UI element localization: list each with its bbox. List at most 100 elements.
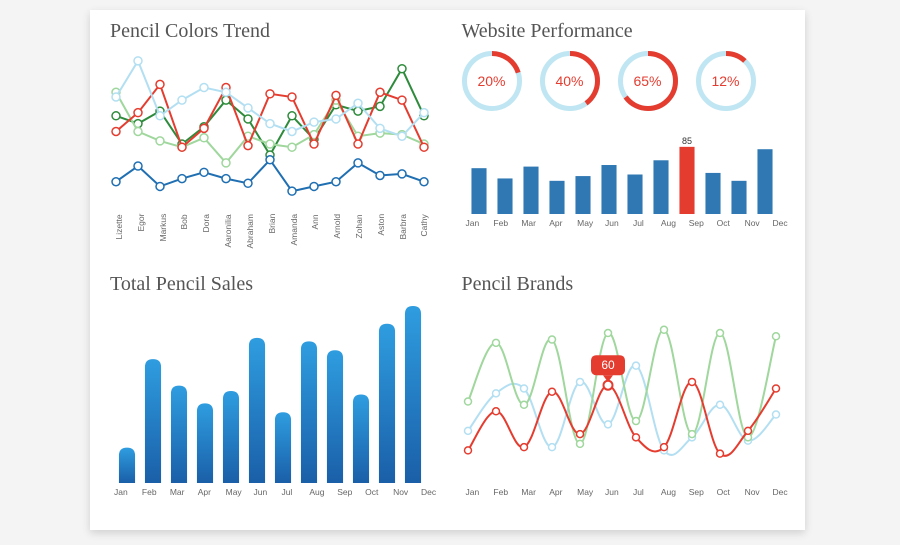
data-point[interactable] [420, 143, 428, 151]
data-point[interactable] [178, 175, 186, 183]
data-point[interactable] [398, 96, 406, 104]
data-point[interactable] [492, 339, 499, 346]
bar[interactable] [249, 338, 265, 483]
data-point[interactable] [354, 107, 362, 115]
donut-gauge[interactable]: 65% [618, 51, 678, 111]
data-point[interactable] [576, 440, 583, 447]
data-point[interactable] [548, 444, 555, 451]
data-point[interactable] [420, 109, 428, 117]
data-point[interactable] [548, 388, 555, 395]
bar[interactable] [197, 403, 213, 483]
data-point[interactable] [244, 142, 252, 150]
bar[interactable] [679, 147, 694, 214]
data-point[interactable] [772, 411, 779, 418]
data-point[interactable] [288, 112, 296, 120]
data-point[interactable] [288, 187, 296, 195]
data-point[interactable] [156, 137, 164, 145]
bar[interactable] [731, 181, 746, 214]
bar[interactable] [353, 395, 369, 484]
data-point[interactable] [244, 115, 252, 123]
data-point[interactable] [632, 418, 639, 425]
data-point[interactable] [464, 447, 471, 454]
data-point[interactable] [604, 421, 611, 428]
data-point[interactable] [266, 120, 274, 128]
bar[interactable] [627, 175, 642, 215]
data-point[interactable] [310, 182, 318, 190]
bar[interactable] [379, 324, 395, 483]
data-point[interactable] [112, 128, 120, 136]
data-point[interactable] [660, 444, 667, 451]
data-point[interactable] [134, 57, 142, 65]
data-point[interactable] [112, 112, 120, 120]
data-point[interactable] [464, 427, 471, 434]
bar[interactable] [705, 173, 720, 214]
bar[interactable] [275, 412, 291, 483]
data-point[interactable] [112, 93, 120, 101]
bar[interactable] [601, 165, 616, 214]
data-point[interactable] [332, 91, 340, 99]
bar[interactable] [405, 306, 421, 483]
data-point[interactable] [420, 178, 428, 186]
data-point[interactable] [660, 326, 667, 333]
data-point[interactable] [134, 128, 142, 136]
bar[interactable] [575, 176, 590, 214]
data-point[interactable] [288, 143, 296, 151]
data-point[interactable] [398, 170, 406, 178]
bar[interactable] [145, 359, 161, 483]
data-point[interactable] [716, 330, 723, 337]
data-point[interactable] [772, 333, 779, 340]
data-point[interactable] [134, 162, 142, 170]
bar-chart-website-performance[interactable]: 85 [462, 121, 782, 216]
data-point[interactable] [178, 143, 186, 151]
data-point[interactable] [200, 124, 208, 132]
bar[interactable] [301, 341, 317, 483]
data-point[interactable] [266, 156, 274, 164]
data-point[interactable] [244, 179, 252, 187]
bar[interactable] [119, 448, 135, 483]
data-point[interactable] [632, 434, 639, 441]
line-chart-pencil-colors[interactable] [110, 47, 430, 212]
data-point[interactable] [310, 140, 318, 148]
bar[interactable] [171, 386, 187, 483]
data-point[interactable] [156, 80, 164, 88]
data-point[interactable] [398, 132, 406, 140]
data-point[interactable] [520, 401, 527, 408]
data-point[interactable] [354, 159, 362, 167]
bar[interactable] [549, 181, 564, 214]
data-point[interactable] [716, 401, 723, 408]
bar[interactable] [523, 167, 538, 214]
data-point[interactable] [332, 178, 340, 186]
line-chart-pencil-brands[interactable]: 60 [462, 300, 782, 485]
data-point[interactable] [244, 104, 252, 112]
data-point[interactable] [376, 124, 384, 132]
data-point[interactable] [632, 362, 639, 369]
bar[interactable] [223, 391, 239, 483]
donut-gauge[interactable]: 20% [462, 51, 522, 111]
data-point[interactable] [376, 171, 384, 179]
data-point[interactable] [772, 385, 779, 392]
data-point[interactable] [492, 408, 499, 415]
data-point[interactable] [112, 178, 120, 186]
data-point[interactable] [156, 112, 164, 120]
data-point[interactable] [156, 182, 164, 190]
data-point[interactable] [464, 398, 471, 405]
bar[interactable] [327, 350, 343, 483]
bar[interactable] [471, 168, 486, 214]
data-point[interactable] [548, 336, 555, 343]
data-point[interactable] [688, 378, 695, 385]
data-point[interactable] [310, 118, 318, 126]
bar[interactable] [497, 178, 512, 214]
data-point[interactable] [266, 90, 274, 98]
data-point[interactable] [222, 175, 230, 183]
data-point[interactable] [288, 128, 296, 136]
data-point[interactable] [288, 93, 296, 101]
bar-chart-total-sales[interactable] [110, 300, 430, 485]
data-point[interactable] [576, 431, 583, 438]
data-point[interactable] [744, 427, 751, 434]
data-point[interactable] [178, 96, 186, 104]
data-point[interactable] [492, 390, 499, 397]
data-point[interactable] [376, 102, 384, 110]
donut-gauge[interactable]: 40% [540, 51, 600, 111]
bar[interactable] [757, 149, 772, 214]
data-point[interactable] [376, 88, 384, 96]
